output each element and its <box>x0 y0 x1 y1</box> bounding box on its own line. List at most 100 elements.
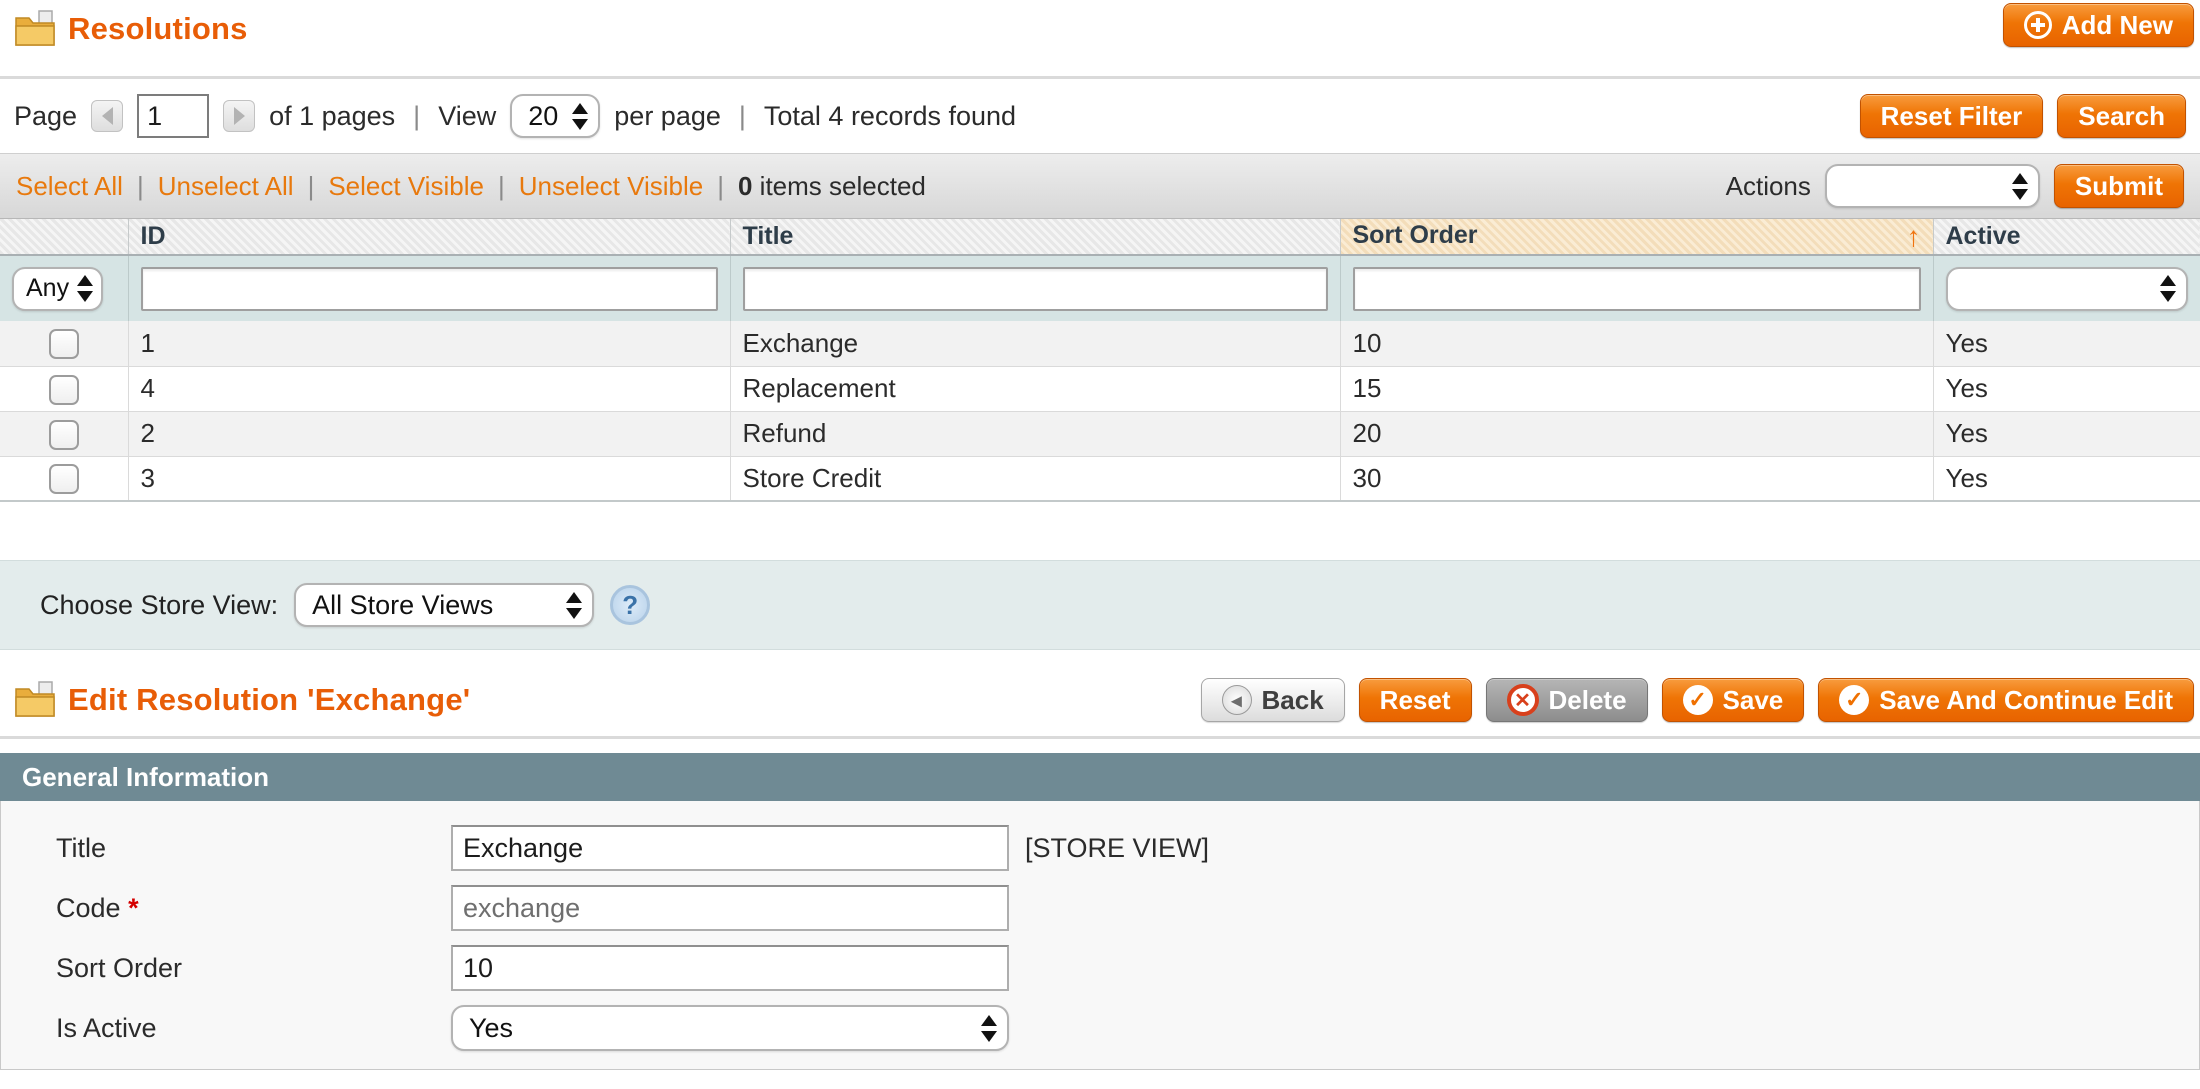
cell-active: Yes <box>1933 321 2200 367</box>
column-header-sort-order[interactable]: ↑ Sort Order <box>1340 219 1934 256</box>
row-checkbox[interactable] <box>48 329 79 360</box>
per-page-value: 20 <box>528 100 559 131</box>
form-row-title: Title [STORE VIEW] <box>1 825 2199 871</box>
table-row[interactable]: 3 Store Credit 30 Yes <box>0 456 2200 502</box>
delete-button[interactable]: ✕ Delete <box>1485 678 1648 722</box>
is-active-select[interactable]: Yes <box>451 1005 1009 1051</box>
cell-title: Exchange <box>730 321 1341 367</box>
massaction-bar: Select All | Unselect All | Select Visib… <box>0 153 2200 219</box>
row-checkbox[interactable] <box>48 464 79 495</box>
row-checkbox[interactable] <box>48 419 79 450</box>
edit-header: Edit Resolution 'Exchange' ◂ Back Reset … <box>0 664 2200 736</box>
cell-id: 4 <box>128 366 731 412</box>
total-records-text: Total 4 records found <box>763 100 1017 131</box>
actions-select[interactable] <box>1824 164 2040 208</box>
column-header-title[interactable]: Title <box>730 219 1341 256</box>
view-label: View <box>438 100 497 131</box>
page-number-input[interactable] <box>137 94 210 138</box>
select-arrows-icon <box>566 591 583 619</box>
id-filter-input[interactable] <box>140 266 718 311</box>
search-button[interactable]: Search <box>2057 94 2186 138</box>
submit-button[interactable]: Submit <box>2053 164 2184 208</box>
cell-sort-order: 30 <box>1340 456 1934 502</box>
add-new-label: Add New <box>2061 9 2173 40</box>
form-row-sort-order: Sort Order <box>1 945 2199 991</box>
choose-store-view-label: Choose Store View: <box>40 589 279 620</box>
unselect-visible-link[interactable]: Unselect Visible <box>518 170 704 201</box>
column-header-id[interactable]: ID <box>128 219 731 256</box>
select-arrows-icon <box>77 275 94 302</box>
store-view-value: All Store Views <box>312 589 494 620</box>
cell-sort-order: 10 <box>1340 321 1934 367</box>
edit-title: Edit Resolution 'Exchange' <box>68 682 471 717</box>
cell-sort-order: 20 <box>1340 411 1934 457</box>
save-and-continue-button[interactable]: ✓ Save And Continue Edit <box>1818 678 2194 722</box>
selected-count: 0 <box>737 170 753 201</box>
cell-id: 1 <box>128 321 731 367</box>
separator: | <box>136 170 144 201</box>
folder-icon <box>15 10 55 46</box>
grid-toolbar: Page of 1 pages | View 20 per page | Tot… <box>0 79 2200 153</box>
reset-filter-button[interactable]: Reset Filter <box>1859 94 2044 138</box>
title-field-input[interactable] <box>451 825 1009 871</box>
store-view-select[interactable]: All Store Views <box>294 583 595 627</box>
save-label: Save <box>1722 684 1784 715</box>
form-row-is-active: Is Active Yes <box>1 1005 2199 1051</box>
form-row-code: Code * <box>1 885 2199 931</box>
help-icon[interactable]: ? <box>610 585 651 625</box>
sort-order-filter-input[interactable] <box>1352 266 1921 311</box>
code-field-input[interactable] <box>451 885 1009 931</box>
cell-active: Yes <box>1933 411 2200 457</box>
sort-order-header-label: Sort Order <box>1352 220 1478 249</box>
sort-order-field-label: Sort Order <box>56 952 183 983</box>
previous-page-button[interactable] <box>91 100 124 132</box>
items-selected-text: 0 items selected <box>738 171 926 202</box>
spacer <box>0 650 2200 664</box>
code-field-label: Code * <box>1 893 451 924</box>
plus-icon <box>2023 11 2052 39</box>
add-new-button[interactable]: Add New <box>2002 3 2194 47</box>
separator: | <box>717 170 724 201</box>
delete-label: Delete <box>1548 684 1627 715</box>
page-header: Resolutions Add New <box>0 0 2200 79</box>
column-header-active[interactable]: Active <box>1933 219 2200 256</box>
code-label-text: Code <box>56 892 121 923</box>
divider <box>0 736 2200 739</box>
table-row[interactable]: 1 Exchange 10 Yes <box>0 321 2200 367</box>
general-information-section-header: General Information <box>0 753 2200 801</box>
edit-form: Title [STORE VIEW] Code * Sort Order Is … <box>0 801 2200 1070</box>
cell-active: Yes <box>1933 456 2200 502</box>
any-filter-select[interactable]: Any <box>12 266 104 311</box>
page-label: Page <box>14 100 78 131</box>
reset-button[interactable]: Reset <box>1358 678 1472 722</box>
select-visible-link[interactable]: Select Visible <box>328 170 484 201</box>
per-page-select[interactable]: 20 <box>510 94 601 138</box>
cell-title: Store Credit <box>730 456 1341 502</box>
save-button[interactable]: ✓ Save <box>1661 678 1805 722</box>
table-row[interactable]: 4 Replacement 15 Yes <box>0 366 2200 412</box>
active-filter-select[interactable] <box>1945 266 2188 311</box>
table-row[interactable]: 2 Refund 20 Yes <box>0 411 2200 457</box>
title-filter-input[interactable] <box>742 266 1328 311</box>
select-arrows-icon <box>981 1014 997 1042</box>
per-page-label: per page <box>614 100 721 131</box>
delete-x-icon: ✕ <box>1506 684 1539 716</box>
title-field-label: Title <box>56 832 107 863</box>
sort-order-field-input[interactable] <box>451 945 1009 991</box>
page-title: Resolutions <box>68 11 248 46</box>
next-page-button[interactable] <box>223 100 256 132</box>
actions-label: Actions <box>1725 170 1811 201</box>
filter-any-cell: Any <box>0 255 129 321</box>
select-all-link[interactable]: Select All <box>16 170 123 201</box>
row-checkbox[interactable] <box>48 374 79 405</box>
cell-active: Yes <box>1933 366 2200 412</box>
store-view-scope-note: [STORE VIEW] <box>1025 832 1210 863</box>
back-button[interactable]: ◂ Back <box>1200 678 1345 722</box>
header-checkbox-cell <box>0 219 129 256</box>
separator: | <box>413 100 421 131</box>
cell-sort-order: 15 <box>1340 366 1934 412</box>
folder-icon <box>15 681 55 717</box>
unselect-all-link[interactable]: Unselect All <box>157 170 294 201</box>
cell-title: Replacement <box>730 366 1341 412</box>
required-asterisk: * <box>128 892 139 923</box>
